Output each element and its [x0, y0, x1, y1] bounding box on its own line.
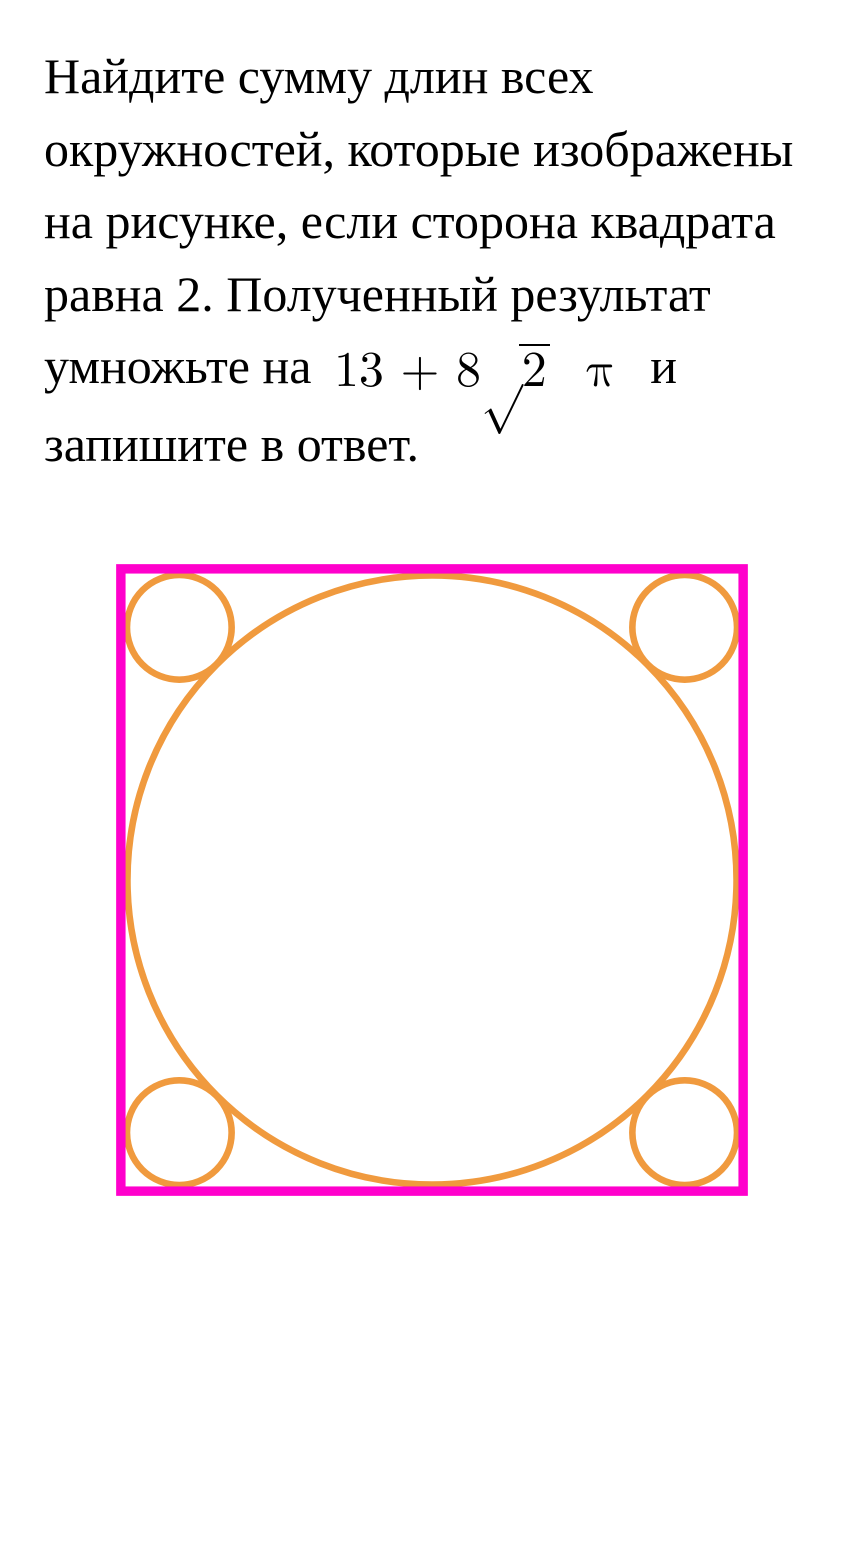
problem-statement: Найдите сумму длин всех окружностей, кот… [44, 40, 820, 480]
fraction: 13 + 8√2 π [324, 341, 642, 397]
sqrt: √2 [481, 346, 550, 396]
figure-container [44, 550, 820, 1210]
radicand: 2 [519, 344, 550, 396]
fraction-denominator: π [576, 340, 625, 396]
geometry-figure [102, 550, 762, 1210]
figure-background [102, 550, 762, 1210]
page: Найдите сумму длин всех окружностей, кот… [0, 0, 864, 1270]
fraction-numerator: 13 + 8√2 [324, 346, 576, 400]
numerator-prefix: 13 + 8 [334, 346, 481, 396]
